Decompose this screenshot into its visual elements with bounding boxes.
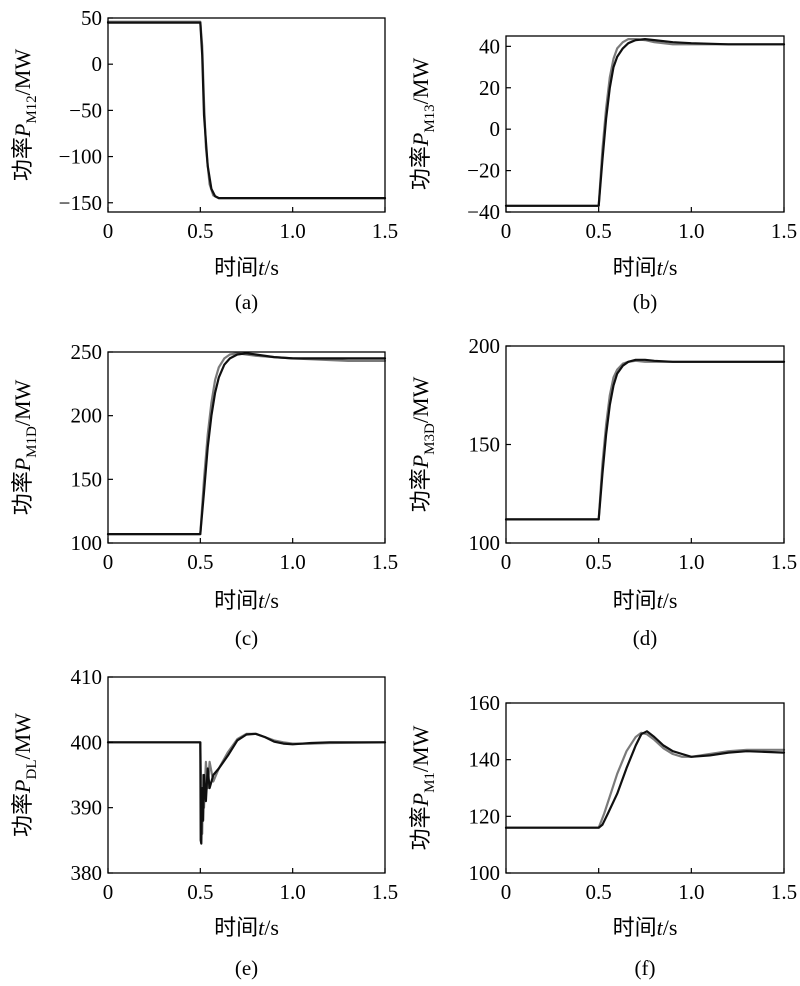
panel-d: 0 0.5 1.0 1.5 100 150 200 时间t/s 功率PM3D/MW (d) — [408, 334, 797, 650]
panel-caption: (c) — [235, 626, 258, 650]
x-axis-title: 时间t/s — [214, 915, 279, 940]
panel-f: 0 0.5 1.0 1.5 100 120 140 160 时间t/s 功率PM1/MW (f) — [408, 691, 797, 980]
y-tick-label: −100 — [59, 145, 102, 169]
plot-frame — [505, 702, 785, 874]
x-tick-label: 0.5 — [586, 550, 612, 574]
x-axis-title: 时间t/s — [613, 915, 678, 940]
x-tick-label: 1.5 — [372, 880, 398, 904]
x-tick-label: 1.5 — [372, 219, 398, 243]
panel-b: 0 0.5 1.0 1.5 −40 −20 0 20 40 时间t/s 功率PM13/MW (b) — [408, 34, 797, 314]
y-tick-label: −50 — [69, 98, 102, 122]
y-tick-label: −40 — [467, 200, 500, 224]
x-tick-label: 0.5 — [187, 880, 213, 904]
x-tick-label: 0 — [501, 880, 512, 904]
plot-frame — [107, 17, 386, 213]
panel-e: 0 0.5 1.0 1.5 380 390 400 410 时间t/s 功率PDL/MW (e) — [10, 665, 398, 980]
plot-frame — [505, 345, 785, 544]
y-tick-label: 100 — [71, 531, 103, 555]
y-tick-label: 410 — [71, 665, 103, 689]
y-axis-title: 功率PDL/MW — [10, 713, 40, 837]
y-tick-label: 50 — [81, 6, 102, 30]
x-tick-label: 1.5 — [372, 550, 398, 574]
y-tick-label: 390 — [71, 796, 103, 820]
series-line-1 — [106, 20, 387, 200]
x-tick-label: 0.5 — [187, 219, 213, 243]
plot-frame — [107, 351, 386, 544]
x-tick-label: 0 — [103, 880, 114, 904]
x-tick-label: 1.0 — [280, 219, 306, 243]
x-tick-label: 1.5 — [771, 880, 797, 904]
y-tick-label: 0 — [92, 52, 103, 76]
y-tick-label: 250 — [71, 340, 103, 364]
series-line-2 — [504, 37, 786, 207]
x-tick-label: 1.0 — [678, 550, 704, 574]
plot-frame — [107, 676, 386, 874]
panel-caption: (a) — [235, 290, 258, 314]
x-tick-label: 0 — [103, 219, 114, 243]
x-tick-label: 0 — [501, 219, 512, 243]
x-tick-label: 0 — [103, 550, 114, 574]
x-tick-label: 1.0 — [678, 880, 704, 904]
series-line-2 — [106, 352, 387, 536]
y-tick-label: 160 — [469, 691, 501, 715]
y-tick-label: 200 — [71, 404, 103, 428]
y-axis-title: 功率PM1/MW — [408, 725, 438, 850]
y-tick-label: 100 — [469, 531, 501, 555]
series-line-2 — [106, 21, 387, 200]
y-axis-title: 功率PM13/MW — [408, 58, 438, 190]
x-tick-label: 1.5 — [771, 219, 797, 243]
x-tick-label: 1.0 — [280, 880, 306, 904]
y-tick-label: 380 — [71, 861, 103, 885]
series-line-1 — [106, 352, 387, 536]
y-tick-label: 120 — [469, 804, 501, 828]
series-line-1 — [504, 731, 786, 829]
x-tick-label: 0.5 — [187, 550, 213, 574]
y-tick-label: 150 — [71, 467, 103, 491]
panel-c: 0 0.5 1.0 1.5 100 150 200 250 时间t/s 功率PM1D/MW (c) — [10, 340, 398, 650]
series-line-1 — [106, 732, 387, 835]
plot-frame — [505, 35, 785, 213]
panel-caption: (e) — [235, 956, 258, 980]
x-tick-label: 0.5 — [586, 880, 612, 904]
y-axis-title: 功率PM3D/MW — [408, 376, 438, 512]
x-axis-title: 时间t/s — [613, 588, 678, 613]
x-axis-title: 时间t/s — [613, 255, 678, 280]
y-tick-label: 40 — [479, 34, 500, 58]
y-tick-label: 150 — [469, 433, 501, 457]
y-tick-label: 400 — [71, 730, 103, 754]
series-line-2 — [504, 730, 786, 829]
series-line-2 — [504, 358, 786, 521]
y-axis-title: 功率PM1D/MW — [10, 379, 40, 515]
x-tick-label: 1.0 — [280, 550, 306, 574]
series-line-2 — [106, 732, 387, 845]
y-tick-label: −150 — [59, 191, 102, 215]
y-tick-label: −20 — [467, 159, 500, 183]
panel-caption: (f) — [635, 956, 656, 980]
panel-caption: (b) — [633, 290, 658, 314]
y-axis-title: 功率PM12/MW — [10, 49, 40, 181]
y-tick-label: 20 — [479, 76, 500, 100]
x-tick-label: 1.5 — [771, 550, 797, 574]
series-line-1 — [504, 359, 786, 521]
x-tick-label: 0.5 — [586, 219, 612, 243]
y-tick-label: 200 — [469, 334, 501, 358]
series-line-1 — [504, 37, 786, 207]
y-tick-label: 100 — [469, 861, 501, 885]
panel-caption: (d) — [633, 626, 658, 650]
x-axis-title: 时间t/s — [214, 255, 279, 280]
x-tick-label: 0 — [501, 550, 512, 574]
x-tick-label: 1.0 — [678, 219, 704, 243]
x-axis-title: 时间t/s — [214, 588, 279, 613]
y-tick-label: 0 — [490, 117, 501, 141]
y-tick-label: 140 — [469, 748, 501, 772]
panel-a: 0 0.5 1.0 1.5 −150 −100 −50 0 50 时间t/s 功率PM12/MW (a… — [10, 6, 398, 314]
